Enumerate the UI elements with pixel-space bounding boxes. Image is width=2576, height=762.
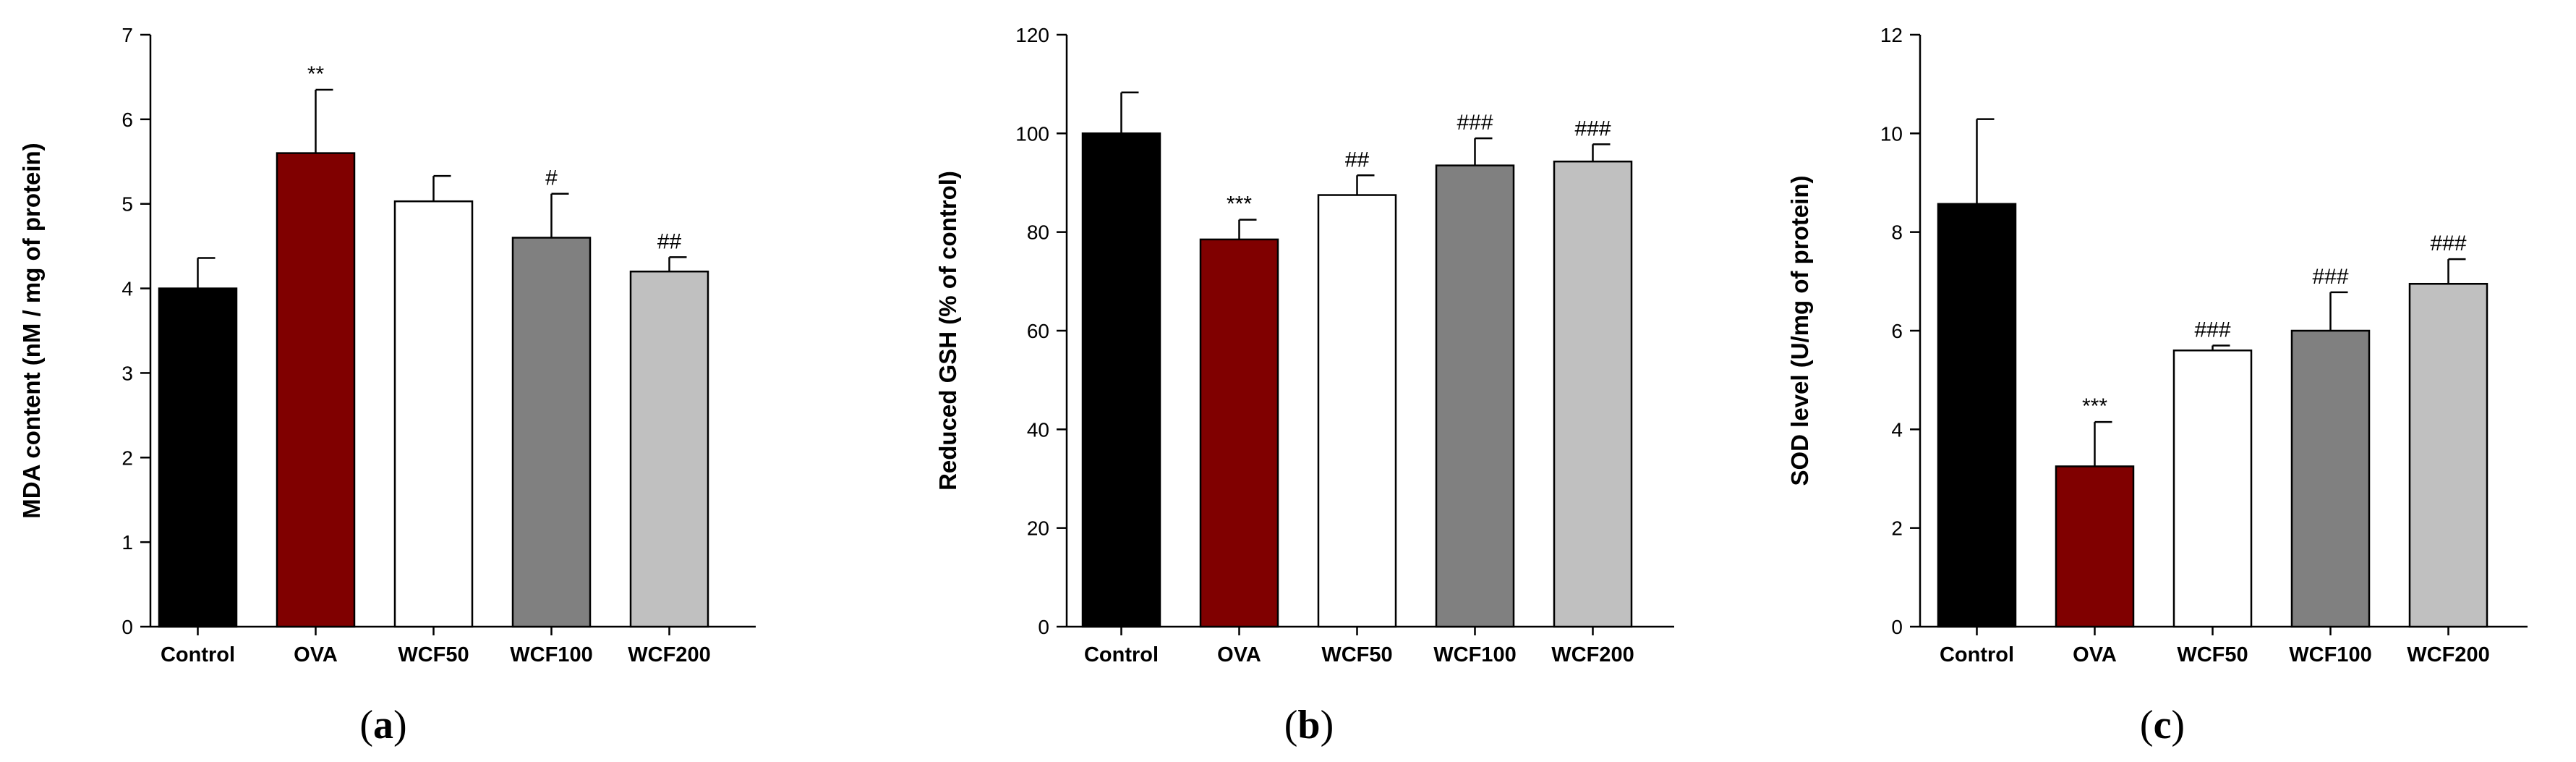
panel-label: (b): [1284, 703, 1334, 748]
y-tick-label: 40: [1027, 418, 1049, 441]
y-tick-label: 80: [1027, 221, 1049, 244]
significance-label: ###: [2430, 232, 2466, 255]
bar-control: [1081, 132, 1161, 628]
x-tick-label: Control: [161, 643, 235, 666]
y-tick-label: 0: [1891, 616, 1903, 638]
y-axis-title: SOD level (U/mg of protein): [1786, 175, 1813, 486]
y-tick-label: 4: [1891, 418, 1903, 441]
x-tick-label: WCF200: [2407, 643, 2489, 666]
y-tick-label: 3: [121, 362, 133, 384]
panel-b-chart: 0 20 40 60 80 100 120 Reduced GSH (% of control…: [934, 24, 1674, 748]
significance-label: ###: [1574, 117, 1611, 140]
significance-label: #: [545, 166, 558, 190]
significance-label: ###: [2312, 265, 2348, 289]
y-tick-label: 0: [121, 616, 133, 638]
bar-wcf50: [1317, 194, 1397, 628]
x-tick-label: OVA: [1217, 643, 1261, 666]
y-tick-label: 2: [121, 446, 133, 469]
panel-label: (c): [2140, 703, 2185, 748]
significance-label: ###: [1457, 111, 1493, 135]
y-tick-label: 6: [1891, 320, 1903, 342]
panel-label-paren: ): [2171, 703, 2185, 748]
significance-label: ##: [1345, 148, 1370, 172]
significance-label: ##: [657, 229, 682, 253]
significance-label: ***: [2082, 394, 2107, 418]
panel-label-letter: b: [1297, 703, 1320, 748]
significance-label: ***: [1227, 192, 1252, 216]
panel-label-paren: (: [359, 703, 373, 748]
x-tick-label: WCF50: [1321, 643, 1392, 666]
bar-control: [1937, 203, 2017, 628]
y-axis-title: MDA content (nM / mg of protein): [18, 143, 45, 518]
bar-ova: [276, 152, 356, 628]
y-tick-label: 6: [121, 109, 133, 131]
x-tick-label: WCF100: [2289, 643, 2371, 666]
panel-label-paren: ): [1321, 703, 1334, 748]
bar-wcf200: [2408, 282, 2488, 628]
bar-wcf100: [2290, 329, 2371, 628]
significance-label: ###: [2194, 318, 2230, 342]
panel-a-chart: 0 1 2 3 4 5 6 7 MDA content (nM / mg of protein)…: [18, 24, 756, 748]
bar-wcf100: [1435, 164, 1515, 628]
x-tick-label: WCF200: [1551, 643, 1634, 666]
panel-label-paren: (: [1284, 703, 1298, 748]
x-tick-label: OVA: [2073, 643, 2117, 666]
bar-wcf50: [2172, 350, 2253, 628]
bar-wcf200: [629, 270, 709, 628]
x-tick-label: WCF50: [398, 643, 469, 666]
y-tick-label: 0: [1038, 616, 1049, 638]
x-tick-label: WCF50: [2177, 643, 2248, 666]
x-tick-label: WCF100: [1433, 643, 1516, 666]
y-tick-label: 60: [1027, 320, 1049, 342]
bar-control: [158, 287, 238, 628]
x-tick-label: WCF200: [628, 643, 710, 666]
y-tick-label: 7: [121, 24, 133, 46]
y-tick-label: 5: [121, 193, 133, 216]
y-tick-label: 2: [1891, 517, 1903, 540]
bar-wcf100: [511, 237, 592, 628]
bar-ova: [2055, 465, 2135, 628]
y-tick-label: 4: [121, 278, 133, 300]
panel-label: (a): [359, 703, 406, 748]
y-tick-label: 12: [1880, 24, 1903, 46]
bar-ova: [1199, 238, 1279, 628]
x-tick-label: OVA: [294, 643, 338, 666]
y-tick-label: 1: [121, 531, 133, 554]
panel-label-letter: a: [373, 703, 393, 748]
x-tick-label: Control: [1084, 643, 1159, 666]
panel-c-chart: 0 2 4 6 8 10 12 SOD level (U/mg of protein) Cont…: [1786, 24, 2528, 748]
panel-label-paren: (: [2140, 703, 2154, 748]
y-tick-label: 100: [1015, 122, 1049, 145]
y-tick-label: 8: [1891, 221, 1903, 244]
bar-wcf50: [393, 200, 474, 628]
y-tick-label: 20: [1027, 517, 1049, 540]
x-tick-label: Control: [1940, 643, 2014, 666]
y-tick-label: 10: [1880, 122, 1903, 145]
panel-label-letter: c: [2154, 703, 2172, 748]
y-tick-label: 120: [1015, 24, 1049, 46]
bar-wcf200: [1553, 160, 1633, 628]
significance-label: **: [307, 62, 325, 86]
x-tick-label: WCF100: [510, 643, 592, 666]
y-axis-title: Reduced GSH (% of control): [934, 171, 961, 491]
panel-label-paren: ): [393, 703, 407, 748]
